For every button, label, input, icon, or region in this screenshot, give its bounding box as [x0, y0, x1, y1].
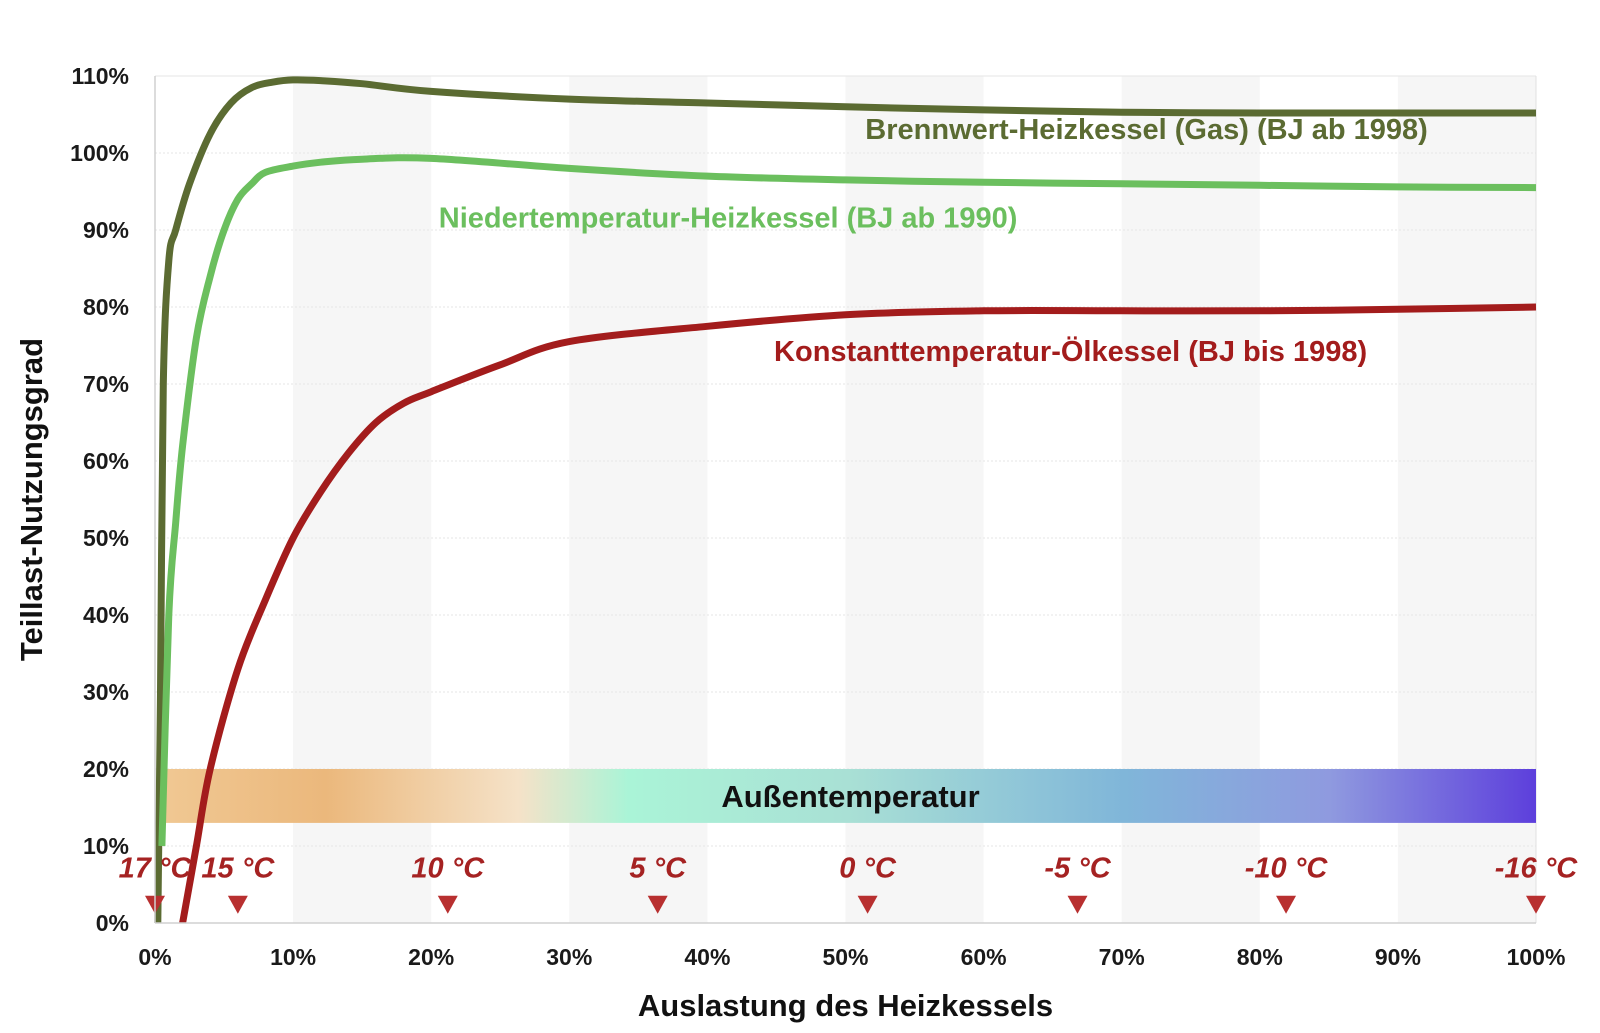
- chart-text: Brennwert-Heizkessel (Gas) (BJ ab 1998) N…: [14, 114, 1428, 1023]
- x-tick-label-7: 70%: [1099, 944, 1145, 970]
- y-tick-label-2: 20%: [83, 756, 129, 782]
- temperature-marker-6: [1276, 895, 1297, 914]
- series-label-0: Brennwert-Heizkessel (Gas) (BJ ab 1998): [865, 114, 1428, 146]
- temperature-label-4: 0 °C: [839, 853, 897, 885]
- x-tick-label-8: 80%: [1237, 944, 1283, 970]
- x-tick-label-1: 10%: [270, 944, 316, 970]
- x-tick-label-4: 40%: [684, 944, 730, 970]
- temperature-label-5: -5 °C: [1044, 853, 1111, 885]
- y-tick-label-10: 100%: [70, 140, 129, 166]
- y-tick-label-8: 80%: [83, 294, 129, 320]
- x-tick-label-5: 50%: [822, 944, 868, 970]
- outside-temperature-band: Außentemperatur: [161, 769, 1536, 823]
- temperature-marker-4: [857, 895, 878, 914]
- temperature-marker-3: [647, 895, 668, 914]
- series-line-2: [179, 303, 1537, 924]
- x-tick-label-9: 90%: [1375, 944, 1421, 970]
- temperature-marker-5: [1067, 895, 1088, 914]
- x-axis-title: Auslastung des Heizkessels: [638, 988, 1053, 1023]
- temperature-label-3: 5 °C: [629, 853, 687, 885]
- x-tick-label-0: 0%: [138, 944, 171, 970]
- y-tick-label-3: 30%: [83, 679, 129, 705]
- y-tick-label-1: 10%: [83, 833, 129, 859]
- series-lines: [154, 76, 1537, 924]
- temperature-marker-1: [227, 895, 248, 914]
- temperature-label-1: 15 °C: [201, 853, 275, 885]
- y-tick-label-5: 50%: [83, 525, 129, 551]
- y-tick-label-7: 70%: [83, 371, 129, 397]
- series-label-2: Konstanttemperatur-Ölkessel (BJ bis 1998…: [774, 335, 1367, 368]
- temperature-label-2: 10 °C: [411, 853, 485, 885]
- x-tick-label-2: 20%: [408, 944, 454, 970]
- series-line-0: [154, 76, 1536, 924]
- series-label-1: Niedertemperatur-Heizkessel (BJ ab 1990): [439, 203, 1018, 235]
- y-tick-label-9: 90%: [83, 217, 129, 243]
- temperature-marker-7: [1526, 895, 1546, 914]
- x-tick-label-3: 30%: [546, 944, 592, 970]
- y-tick-label-11: 110%: [71, 63, 129, 89]
- y-tick-label-4: 40%: [83, 602, 129, 628]
- temperature-marker-2: [437, 895, 458, 914]
- y-tick-label-6: 60%: [83, 448, 129, 474]
- temperature-label-7: -16 °C: [1495, 853, 1579, 885]
- temperature-band-label: Außentemperatur: [721, 779, 979, 814]
- series-line-1: [158, 154, 1537, 847]
- axes: 0% 10% 20% 30% 40% 50% 60% 70% 80% 90% 100% 110% 0% 1…: [70, 63, 1565, 970]
- y-axis-title: Teillast-Nutzungsgrad: [14, 338, 49, 661]
- temperature-markers: 17 °C 15 °C 10 °C 5 °C 0 °C -5 °C -10 °C -16 °C: [119, 853, 1579, 914]
- x-tick-label-6: 60%: [961, 944, 1007, 970]
- y-tick-label-0: 0%: [96, 910, 129, 936]
- x-tick-label-10: 100%: [1507, 944, 1566, 970]
- temperature-band: [161, 769, 1536, 823]
- temperature-label-6: -10 °C: [1245, 853, 1329, 885]
